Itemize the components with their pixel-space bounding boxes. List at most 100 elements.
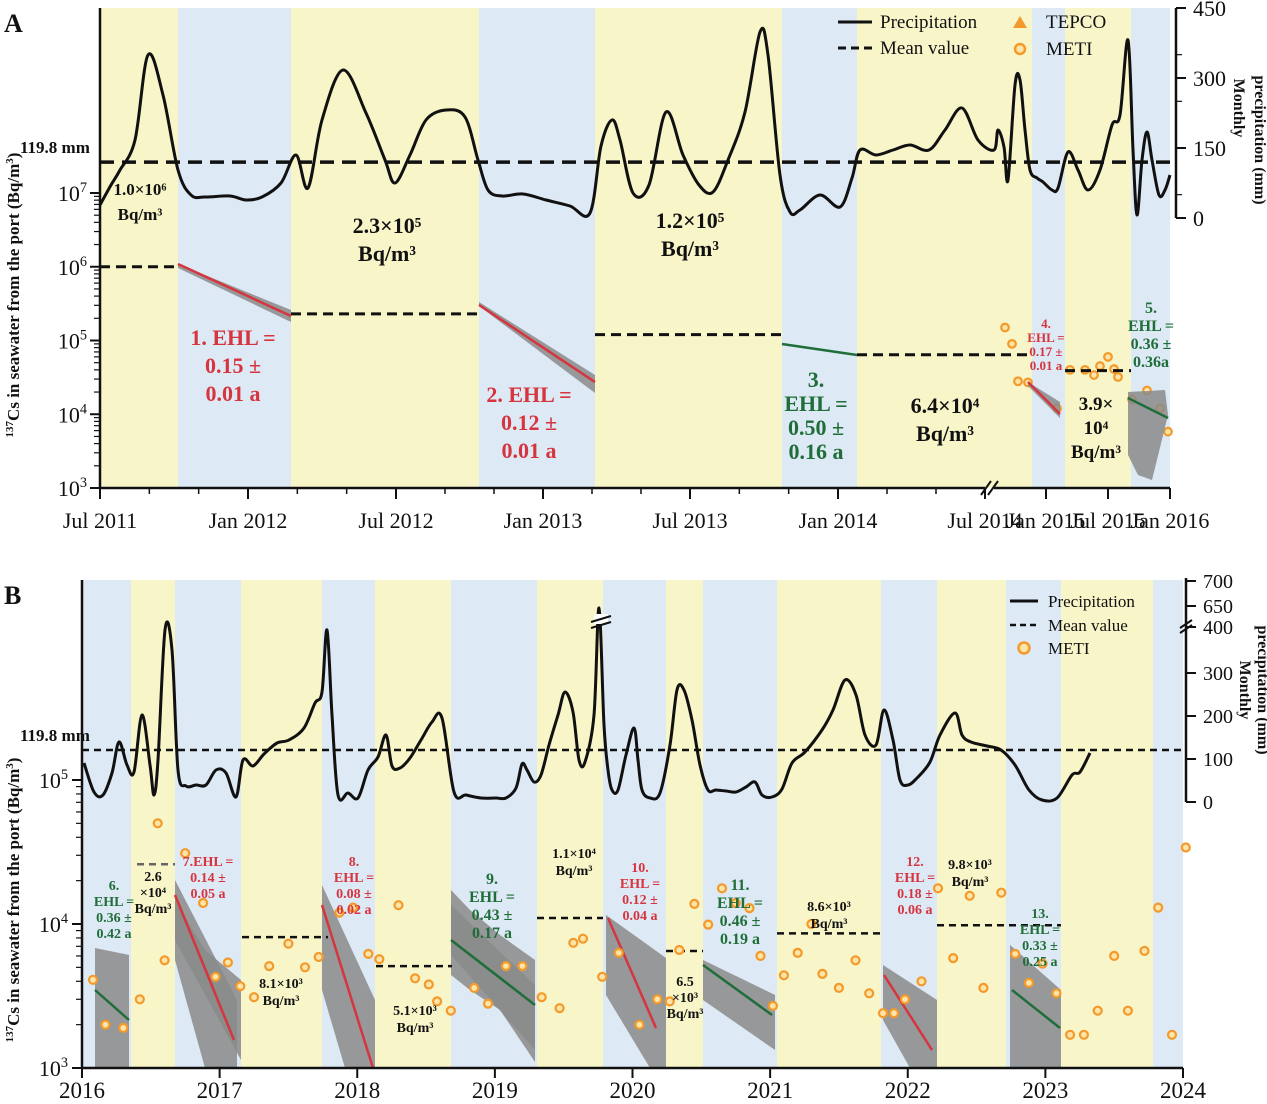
meti-point-b-27 (500, 960, 511, 972)
y2-tick-label-a-1: 150 (1193, 136, 1226, 161)
ehl-label-a-1-l1: 1. EHL = (190, 325, 275, 350)
panel-b-annotations: B 119.8 mm 137Cs in seawater from the port… (4, 581, 1267, 1042)
y-tick-label-a-0: 103 (58, 475, 87, 501)
band-a-6 (857, 8, 1032, 488)
ehl-label-a-4-l3: 0.17 ± (1029, 344, 1062, 359)
x-tick-label-b-1: 2017 (197, 1078, 243, 1103)
meti-point-b-47 (792, 947, 803, 959)
meti-point-b-18 (363, 948, 374, 960)
meti-point-b-4 (152, 818, 163, 829)
meti-point-a-8 (1095, 361, 1105, 371)
y-tick-label-a-3-exp: 6 (80, 254, 87, 270)
panel-a: Jul 2011 Jan 2012 Jul 2012 Jan 2013 Jul 2013… (4, 0, 1267, 533)
ehl-label-b-10-l3: 0.12 ± (622, 893, 658, 908)
ci-band-b-6 (95, 948, 129, 1068)
fit-line-b-13 (1011, 989, 1061, 1029)
ehl-label-b-9-l4: 0.17 a (472, 925, 512, 942)
meti-point-b-42 (730, 897, 741, 909)
y-tick-label-b-1-base: 10 (39, 912, 61, 937)
ci-band-a-1 (178, 264, 291, 322)
y-title-text: Cs in seawater from the port (Bq/m (4, 164, 23, 421)
meti-point-b-12 (264, 960, 275, 972)
meti-point-a-7 (1089, 370, 1099, 380)
panel-b-precipitation (82, 606, 1183, 803)
meti-point-b-17 (348, 902, 359, 913)
ehl-label-b-7-l1: 7.EHL = (183, 855, 234, 870)
ehl-label-b-11-l4: 0.19 a (720, 931, 760, 948)
meti-point-b-9 (222, 957, 233, 968)
meti-point-b-6 (180, 848, 191, 859)
panel-b-axes: 2016 2017 2018 2019 2020 2021 2022 2023 20241031… (39, 571, 1233, 1103)
period-label-a-5c: Bq/m³ (1071, 442, 1121, 463)
period-label-a-4b: Bq/m³ (916, 421, 974, 446)
y-tick-label-b-1-exp: 4 (61, 911, 68, 927)
meti-point-b-44 (755, 950, 766, 962)
y-tick-label-b-2: 105 (39, 767, 68, 793)
period-label-b-3-label_l2: Bq/m³ (397, 1021, 434, 1036)
meti-point-b-72 (1153, 902, 1164, 913)
band-b-14 (1061, 580, 1153, 1068)
legend-meti-label-a: METI (1046, 39, 1092, 60)
x-tick-label-a-8: Jul 2015 (1070, 508, 1145, 533)
ehl-label-b-7-l3: 0.05 a (191, 887, 226, 902)
band-a-2 (291, 8, 479, 488)
x-tick-label-b-5: 2021 (747, 1078, 793, 1103)
ehl-label-b-8-l1: 8. (349, 855, 360, 870)
meti-point-b-5 (159, 955, 170, 966)
meti-point-b-57 (932, 883, 944, 894)
period-label-b-5-label_l3: Bq/m³ (667, 1007, 704, 1022)
meti-point-b-21 (410, 973, 421, 984)
band-b-3 (241, 580, 322, 1068)
legend-mean-label-b: Mean value (1048, 616, 1128, 635)
meti-point-b-61 (996, 887, 1007, 898)
period-label-b-5-label_l1: 6.5 (676, 975, 694, 990)
meti-point-b-1 (100, 1019, 111, 1030)
meti-point-b-51 (850, 955, 861, 966)
y-tick-label-b-1: 104 (39, 911, 68, 937)
period-label-b-4-label_l1: 1.1×10⁴ (552, 847, 596, 862)
fit-line-a-1 (177, 262, 292, 318)
x-tick-label-a-0: Jul 2011 (63, 508, 137, 533)
y-tick-label-a-3-base: 10 (58, 255, 80, 280)
meti-point-b-55 (899, 994, 911, 1005)
meti-point-b-20 (393, 900, 404, 911)
x-tick-label-b-0: 2016 (59, 1078, 105, 1103)
ehl-label-b-9-l1: 9. (486, 871, 498, 888)
meti-point-b-25 (469, 982, 480, 994)
band-a-0 (100, 8, 178, 488)
meti-point-b-69 (1109, 950, 1120, 962)
meti-point-b-30 (554, 1003, 565, 1014)
ehl-label-b-6-l4: 0.42 a (97, 927, 132, 942)
period-label-a-1b: Bq/m³ (118, 205, 163, 224)
ehl-label-b-13-l1: 13. (1031, 907, 1049, 922)
y-title-b-text: Cs in seawater from the port (Bq/m (4, 769, 23, 1026)
fit-line-a-4 (1027, 381, 1061, 415)
meti-point-b-28 (517, 960, 528, 972)
x-tick-label-a-2: Jul 2012 (358, 508, 433, 533)
meti-point-b-58 (948, 952, 959, 964)
meti-point-b-15 (313, 951, 324, 963)
fit-line-b-11 (702, 963, 773, 1017)
period-label-b-5-label_l2: ×10³ (672, 991, 698, 1006)
band-b-7 (537, 580, 603, 1068)
meti-point-b-13 (283, 938, 294, 949)
y-title-sup: 137 (4, 420, 16, 437)
legend-mean-label-a: Mean value (880, 38, 969, 59)
meti-point-b-39 (689, 898, 700, 910)
ehl-label-b-12-l2: EHL = (895, 871, 935, 886)
legend-precip-label-b: Precipitation (1048, 592, 1135, 611)
meti-point-b-7 (198, 897, 209, 909)
meti-point-b-52 (864, 988, 875, 999)
y2-axis-title-b-1: Monthly (1236, 661, 1253, 720)
ehl-label-b-6-l3: 0.36 ± (96, 911, 132, 926)
ehl-label-b-6-l1: 6. (109, 879, 120, 894)
meti-point-b-63 (1023, 977, 1035, 989)
band-a-1 (178, 8, 291, 488)
x-tick-label-a-9: Jan 2016 (1131, 508, 1210, 533)
ehl-label-b-11-l1: 11. (730, 877, 749, 894)
fit-line-b-9 (450, 939, 536, 1006)
legend-precip-label-a: Precipitation (880, 12, 978, 33)
y-tick-label-a-2-base: 10 (58, 329, 80, 354)
y-title-b-close: ) (4, 758, 23, 764)
meti-point-b-14 (299, 962, 311, 973)
